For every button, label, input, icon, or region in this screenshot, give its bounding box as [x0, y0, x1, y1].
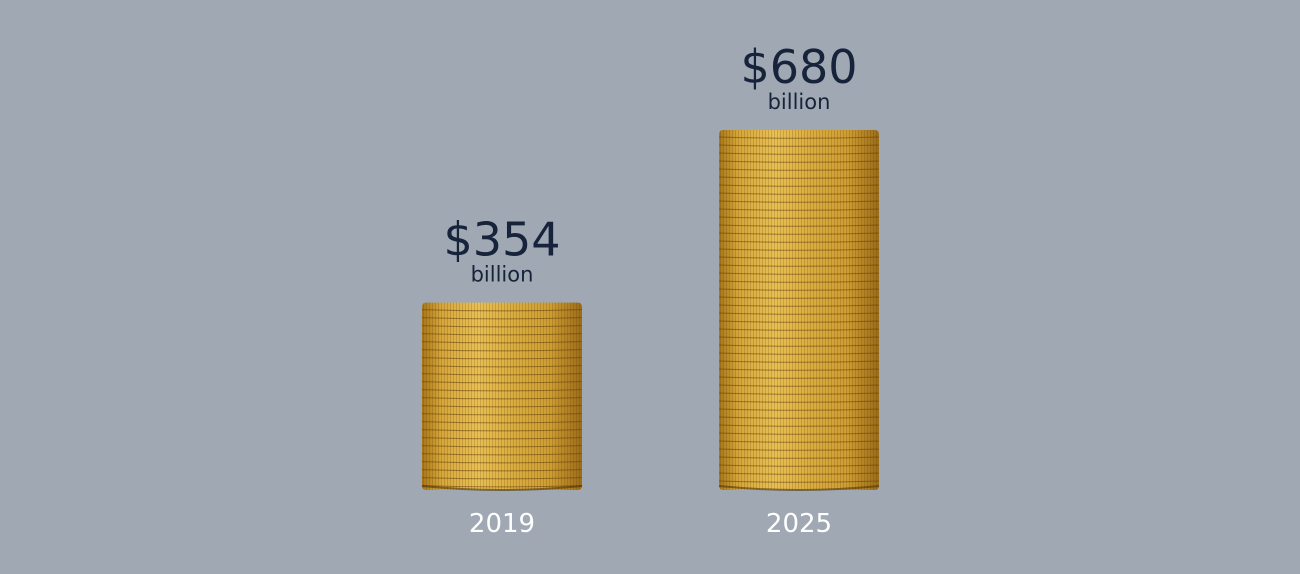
bar-base-edge-2025 — [718, 485, 880, 491]
category-label-2025: 2025 — [766, 509, 832, 539]
data-label-2025: $680 — [740, 40, 857, 94]
bar-base-edge-2019 — [421, 485, 583, 491]
coin-edges-2025 — [718, 136, 880, 483]
category-label-2019: 2019 — [469, 509, 535, 539]
unit-label-2019: billion — [471, 263, 534, 287]
coin-stack-2025 — [718, 130, 880, 491]
bar-ridges-2019 — [422, 302, 582, 490]
bar-ridges-2025 — [719, 130, 879, 490]
unit-label-2025: billion — [768, 90, 831, 114]
coin-stack-2019 — [421, 302, 583, 491]
data-label-2019: $354 — [443, 213, 560, 267]
coin-edges-2019 — [421, 309, 583, 488]
